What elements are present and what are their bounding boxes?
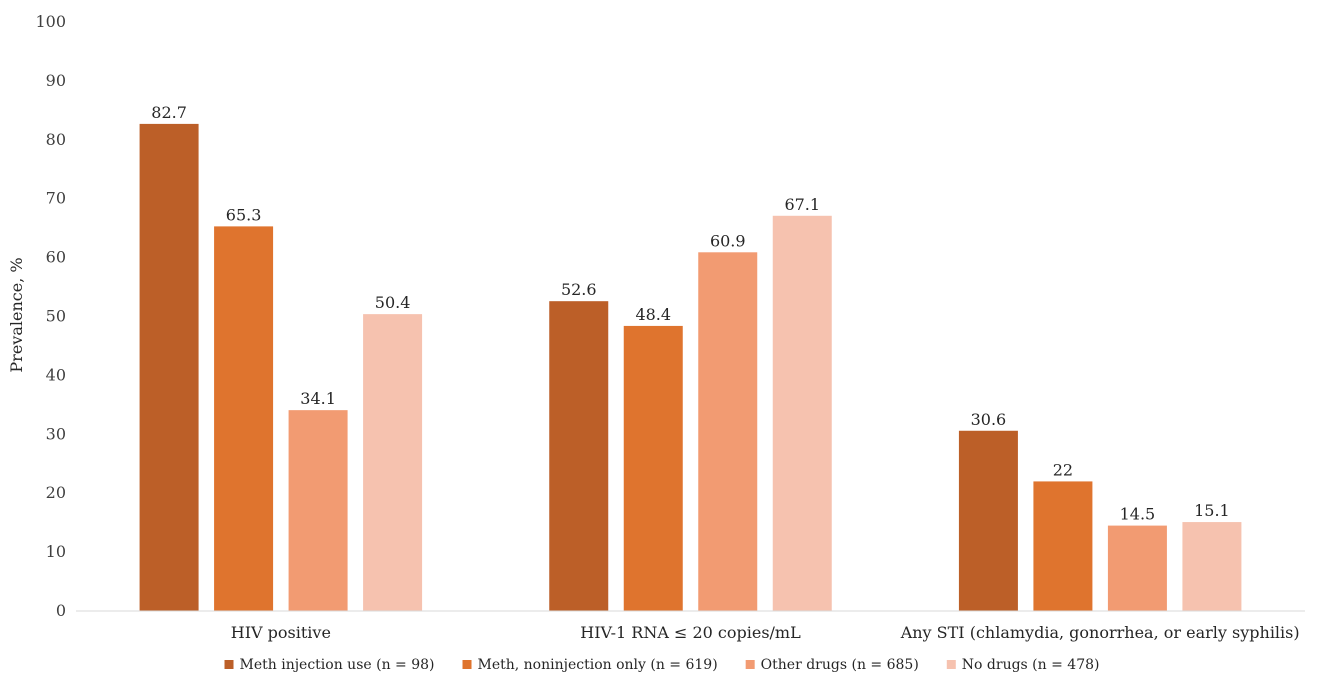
y-tick-label: 50 — [46, 307, 66, 326]
y-tick-label: 10 — [46, 542, 66, 561]
data-label: 52.6 — [561, 280, 597, 299]
bars — [139, 123, 1242, 611]
legend-label: Meth injection use (n = 98) — [240, 657, 435, 673]
data-label: 65.3 — [226, 205, 262, 224]
bar — [139, 123, 199, 611]
bar — [288, 410, 348, 611]
bar — [698, 252, 758, 611]
data-label: 14.5 — [1120, 505, 1156, 524]
legend-item: Other drugs (n = 685) — [745, 657, 919, 673]
data-label: 22 — [1053, 460, 1073, 479]
bar — [1107, 525, 1167, 611]
y-tick-label: 30 — [46, 424, 66, 443]
y-tick-label: 100 — [35, 12, 66, 31]
y-axis-ticks: 0 10 20 30 40 50 60 70 80 90 100 — [35, 12, 66, 620]
x-category-label: HIV positive — [231, 623, 331, 642]
data-label: 30.6 — [971, 410, 1007, 429]
y-tick-label: 40 — [46, 365, 66, 384]
legend-item: Meth injection use (n = 98) — [224, 657, 435, 673]
x-category-label: Any STI (chlamydia, gonorrhea, or early … — [900, 623, 1300, 642]
y-tick-label: 70 — [46, 189, 66, 208]
data-label: 34.1 — [300, 389, 336, 408]
legend-swatch — [946, 660, 956, 669]
legend-swatch — [462, 660, 472, 669]
bar — [772, 215, 832, 611]
legend-label: Other drugs (n = 685) — [761, 657, 919, 673]
legend-swatch — [745, 660, 755, 669]
data-label: 67.1 — [784, 195, 820, 214]
bar — [958, 430, 1018, 611]
y-axis-title: Prevalence, % — [7, 257, 26, 372]
y-tick-label: 20 — [46, 483, 66, 502]
data-label: 60.9 — [710, 231, 746, 250]
legend-swatch — [224, 660, 234, 669]
y-tick-label: 60 — [46, 248, 66, 267]
bar — [549, 301, 609, 611]
legend-label: No drugs (n = 478) — [962, 657, 1100, 673]
bar — [623, 325, 683, 611]
bar — [363, 314, 423, 611]
bar — [1033, 481, 1093, 611]
data-labels: 82.7 65.3 34.1 50.4 52.6 48.4 60.9 67.1 30.6 22 14… — [151, 103, 1229, 524]
legend-item: Meth, noninjection only (n = 619) — [462, 657, 718, 673]
data-label: 50.4 — [375, 293, 411, 312]
legend-item: No drugs (n = 478) — [946, 657, 1100, 673]
data-label: 82.7 — [151, 103, 187, 122]
x-axis-categories: HIV positive HIV-1 RNA ≤ 20 copies/mL Any … — [231, 623, 1300, 642]
data-label: 48.4 — [635, 305, 671, 324]
y-tick-label: 90 — [46, 71, 66, 90]
bar — [1182, 522, 1242, 611]
bar — [214, 226, 274, 611]
legend: Meth injection use (n = 98) Meth, noninje… — [224, 657, 1100, 673]
y-tick-label: 80 — [46, 130, 66, 149]
x-category-label: HIV-1 RNA ≤ 20 copies/mL — [580, 623, 801, 642]
legend-label: Meth, noninjection only (n = 619) — [478, 657, 718, 673]
y-tick-label: 0 — [56, 601, 66, 620]
data-label: 15.1 — [1194, 501, 1230, 520]
